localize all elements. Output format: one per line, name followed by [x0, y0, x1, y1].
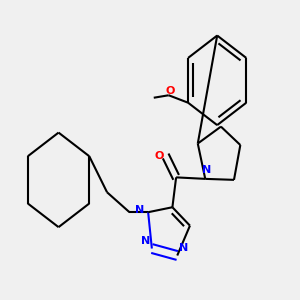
Text: O: O — [165, 86, 175, 96]
Text: N: N — [178, 242, 188, 253]
Text: N: N — [141, 236, 151, 246]
Text: O: O — [154, 151, 164, 161]
Text: N: N — [202, 165, 212, 175]
Text: N: N — [135, 205, 145, 215]
